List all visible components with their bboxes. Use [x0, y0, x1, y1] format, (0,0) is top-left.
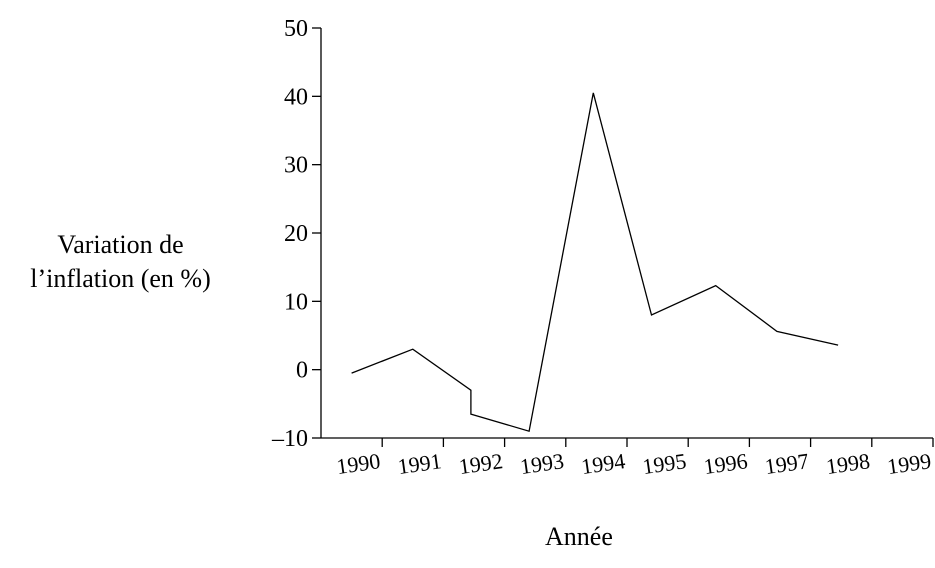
x-tick-label: 1998 [824, 448, 871, 479]
y-tick-label: 40 [284, 84, 308, 110]
x-tick-label: 1996 [702, 448, 749, 479]
y-axis-label-line-2: l’inflation (en %) [30, 264, 211, 293]
y-tick-label: 30 [284, 153, 308, 179]
x-tick-label: 1990 [335, 448, 382, 479]
y-tick-label: 10 [284, 289, 308, 315]
y-axis-label: Variation de l’inflation (en %) [18, 228, 223, 296]
x-axis-label: Année [545, 522, 613, 551]
y-tick-label: –10 [271, 426, 308, 452]
x-tick-label: 1997 [763, 448, 810, 479]
x-tick-label: 1994 [580, 448, 627, 479]
x-tick-label: 1993 [518, 448, 565, 479]
y-tick-label: 20 [284, 221, 308, 247]
x-tick-label: 1999 [886, 448, 933, 479]
x-ticks: 1990 1991 1992 1993 1994 1995 1996 1997 1998 1999 [335, 438, 934, 479]
y-axis-label-line-1: Variation de [57, 230, 184, 259]
y-tick-label: 50 [284, 16, 308, 42]
x-tick-label: 1992 [457, 448, 504, 479]
series-line [351, 92, 839, 433]
x-tick-label: 1995 [641, 448, 688, 479]
y-ticks: –10 0 10 20 30 40 50 [271, 16, 321, 452]
x-tick-label: 1991 [396, 448, 443, 479]
y-tick-label: 0 [296, 358, 308, 384]
